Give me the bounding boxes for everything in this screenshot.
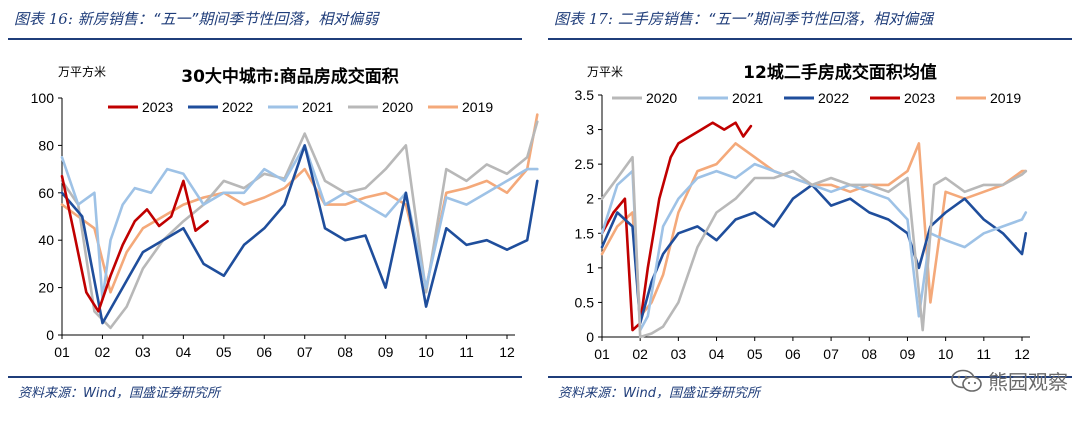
- legend-label: 2019: [990, 90, 1021, 106]
- legend-label: 2021: [732, 90, 763, 106]
- x-tick-label: 09: [900, 346, 916, 362]
- series-line-2021: [60, 144, 539, 301]
- y-tick-label: 2: [586, 191, 594, 207]
- x-tick-label: 01: [54, 344, 70, 360]
- title-rule-left: [8, 38, 522, 40]
- figure-title-left: 图表 16: 新房销售：“五一”期间季节性回落，相对偏弱: [14, 8, 378, 29]
- x-tick-label: 04: [709, 346, 725, 362]
- legend-item-2022: 2022: [188, 99, 253, 115]
- y-tick-label: 2.5: [575, 156, 595, 172]
- legend-label: 2019: [462, 99, 493, 115]
- legend-item-2019: 2019: [956, 90, 1021, 106]
- x-tick-label: 04: [176, 344, 192, 360]
- figure-caption-left: 新房销售：“五一”期间季节性回落，相对偏弱: [77, 10, 379, 28]
- x-tick-label: 09: [378, 344, 394, 360]
- figure-label-left: 图表 16:: [14, 10, 73, 28]
- y-tick-label: 3: [586, 122, 594, 138]
- legend-label: 2020: [646, 90, 677, 106]
- y-unit-label: 万平方米: [58, 64, 106, 79]
- x-tick-label: 10: [938, 346, 954, 362]
- figure-label-right: 图表 17:: [554, 10, 613, 28]
- x-tick-label: 05: [216, 344, 232, 360]
- x-tick-label: 01: [594, 346, 610, 362]
- legend-item-2020: 2020: [348, 99, 413, 115]
- chart-title: 12城二手房成交面积均值: [743, 62, 937, 83]
- y-tick-label: 0: [586, 329, 594, 345]
- x-tick-label: 03: [135, 344, 151, 360]
- y-tick-label: 1.5: [575, 225, 595, 241]
- legend-item-2019: 2019: [428, 99, 493, 115]
- series-line-2022: [60, 144, 539, 325]
- legend-label: 2023: [142, 99, 173, 115]
- source-rule-right: [548, 376, 1072, 378]
- y-tick-label: 20: [38, 280, 54, 296]
- x-tick-label: 02: [95, 344, 111, 360]
- source-note-left: 资料来源：Wind，国盛证券研究所: [18, 386, 220, 401]
- y-tick-label: 3.5: [575, 87, 595, 103]
- series-line-2023: [600, 121, 753, 332]
- legend-label: 2022: [222, 99, 253, 115]
- series-line-2023: [60, 174, 209, 313]
- y-unit-label: 万平米: [587, 65, 623, 79]
- legend-label: 2023: [904, 90, 935, 106]
- figure-caption-right: 二手房销售：“五一”期间季节性回落，相对偏强: [617, 10, 934, 28]
- y-tick-label: 0.5: [575, 294, 595, 310]
- x-tick-label: 11: [977, 346, 992, 362]
- x-tick-label: 07: [297, 344, 313, 360]
- x-tick-label: 06: [256, 344, 272, 360]
- source-rule-left: [8, 376, 522, 378]
- y-tick-label: 60: [38, 185, 54, 201]
- x-tick-label: 06: [785, 346, 801, 362]
- source-note-right: 资料来源：Wind，国盛证券研究所: [558, 386, 760, 401]
- title-rule-right: [548, 38, 1072, 40]
- series-line-2019: [600, 142, 1028, 318]
- y-tick-label: 0: [46, 327, 54, 343]
- legend-item-2023: 2023: [870, 90, 935, 106]
- wechat-icon: [951, 369, 982, 392]
- legend-label: 2021: [302, 99, 333, 115]
- chart-new-home-sales: 万平方米 30大中城市:商品房成交面积 0 20 40 60 80 100 01 02 03 04 05…: [31, 64, 539, 360]
- left-figure-panel: 图表 16: 新房销售：“五一”期间季节性回落，相对偏弱 万平方米 30大中城市:…: [0, 0, 539, 433]
- x-tick-label: 12: [1014, 346, 1030, 362]
- x-tick-label: 12: [499, 344, 515, 360]
- legend-label: 2022: [818, 90, 849, 106]
- y-tick-label: 40: [38, 232, 54, 248]
- legend-item-2021: 2021: [698, 90, 763, 106]
- wechat-watermark: 熊园观察: [950, 366, 1068, 395]
- series-line-2020: [60, 120, 539, 330]
- x-tick-label: 03: [671, 346, 687, 362]
- x-tick-label: 08: [337, 344, 353, 360]
- watermark-text: 熊园观察: [988, 370, 1068, 394]
- legend-item-2021: 2021: [268, 99, 333, 115]
- y-tick-label: 80: [38, 137, 54, 153]
- figure-title-right: 图表 17: 二手房销售：“五一”期间季节性回落，相对偏强: [554, 8, 933, 29]
- chart-title: 30大中城市:商品房成交面积: [181, 66, 398, 87]
- series-line-2022: [600, 183, 1028, 325]
- x-tick-label: 11: [459, 344, 474, 360]
- legend-item-2023: 2023: [108, 99, 173, 115]
- y-tick-label: 1: [586, 260, 594, 276]
- series-line-2020: [600, 155, 1028, 339]
- x-tick-label: 07: [823, 346, 839, 362]
- x-tick-label: 02: [632, 346, 648, 362]
- x-tick-label: 05: [747, 346, 763, 362]
- y-tick-label: 100: [31, 90, 55, 106]
- chart-second-hand-sales: 万平米 12城二手房成交面积均值 0 0.5 1 1.5 2 2.5 3 3.5 01 02 03 04 0…: [575, 62, 1030, 362]
- legend-item-2022: 2022: [784, 90, 849, 106]
- legend-label: 2020: [382, 99, 413, 115]
- legend-item-2020: 2020: [612, 90, 677, 106]
- x-tick-label: 08: [861, 346, 877, 362]
- x-tick-label: 10: [418, 344, 434, 360]
- right-figure-panel: 图表 17: 二手房销售：“五一”期间季节性回落，相对偏强 万平米 12城二手房成…: [540, 0, 1080, 433]
